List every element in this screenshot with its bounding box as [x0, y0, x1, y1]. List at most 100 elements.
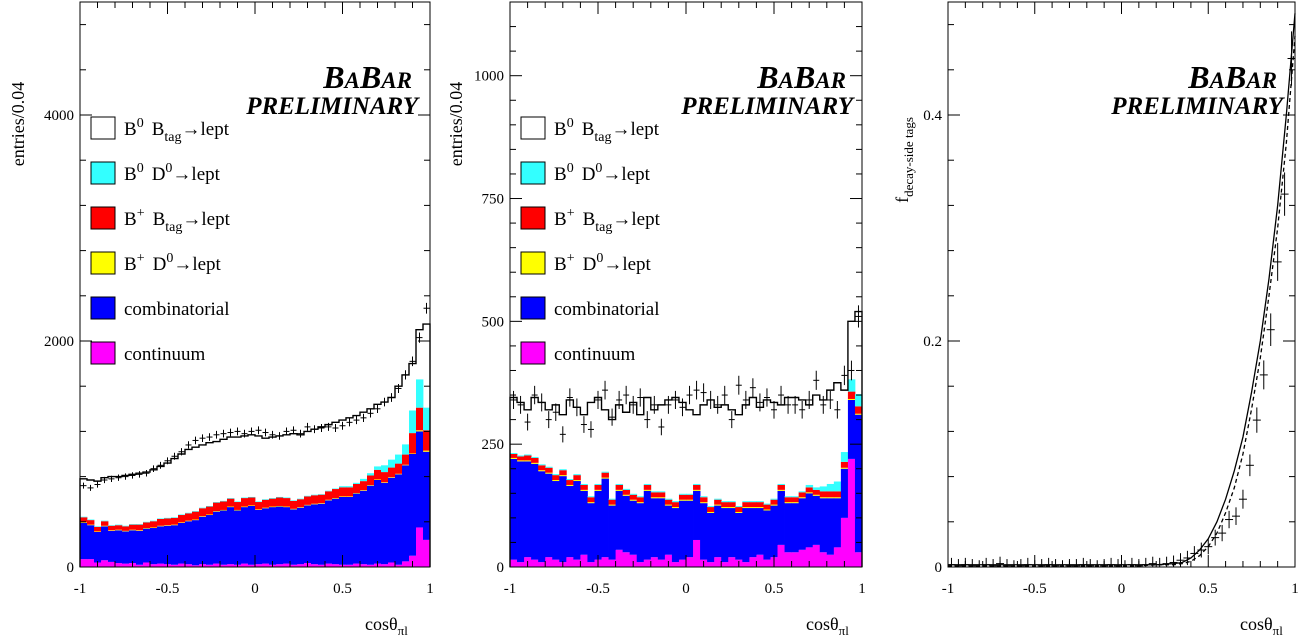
- data-point: [1093, 560, 1102, 568]
- data-point: [735, 375, 742, 395]
- bar-bp_d0: [122, 530, 130, 532]
- bar-bp_d0: [192, 519, 200, 521]
- bar-bp_btag: [374, 469, 382, 480]
- legend-entry-continuum: continuum: [520, 341, 635, 365]
- bar-combinatorial: [636, 503, 645, 563]
- ylabel: entries/0.04: [8, 82, 28, 166]
- bar-continuum: [297, 564, 305, 567]
- bar-combinatorial: [601, 478, 609, 558]
- legend-entry-bp_d0: B+ D0→lept: [90, 251, 222, 275]
- bar-continuum: [178, 563, 186, 567]
- legend-swatch: [90, 251, 116, 275]
- data-point: [1280, 172, 1289, 216]
- bar-b0_d0: [374, 466, 382, 470]
- data-point: [517, 395, 524, 414]
- bar-bp_d0: [552, 480, 560, 482]
- bar-continuum: [353, 563, 361, 567]
- bar-bp_btag: [283, 498, 291, 507]
- legend-swatch: [90, 161, 116, 185]
- bar-b0_d0: [615, 483, 624, 485]
- bar-combinatorial: [185, 521, 193, 565]
- bar-combinatorial: [833, 498, 842, 548]
- bar-combinatorial: [297, 507, 305, 565]
- bar-combinatorial: [524, 461, 532, 558]
- x-tick-label: -0.5: [156, 581, 180, 597]
- bar-bp_btag: [791, 497, 800, 503]
- panel-middle-marks: [509, 305, 863, 567]
- bar-bp_btag: [290, 500, 298, 509]
- bar-bp_btag: [164, 518, 172, 526]
- bar-bp_d0: [594, 489, 602, 491]
- data-point: [820, 395, 827, 414]
- bar-bp_btag: [87, 520, 95, 525]
- data-point: [276, 432, 283, 440]
- data-point: [989, 559, 998, 567]
- data-point: [1273, 242, 1282, 281]
- bar-combinatorial: [545, 473, 553, 558]
- bar-continuum: [346, 564, 354, 567]
- bar-bp_btag: [707, 507, 715, 512]
- bar-b0_d0: [136, 524, 144, 525]
- bar-combinatorial: [269, 507, 277, 565]
- panel-right-marks: [947, 13, 1296, 568]
- data-point: [255, 426, 262, 435]
- bar-bp_d0: [199, 516, 207, 517]
- data-point: [1148, 556, 1157, 567]
- bar-combinatorial: [360, 490, 368, 565]
- legend-entry-b0_btag: B0 Btag→lept: [520, 116, 660, 145]
- bar-bp_d0: [643, 489, 652, 491]
- data-point: [115, 474, 122, 481]
- bar-bp_d0: [777, 489, 785, 491]
- bar-b0_d0: [325, 490, 333, 492]
- bar-bp_d0: [290, 508, 298, 510]
- data-point: [848, 360, 855, 381]
- bar-combinatorial: [178, 522, 186, 564]
- bar-bp_btag: [220, 501, 228, 510]
- data-point: [241, 429, 248, 438]
- data-point: [531, 385, 538, 405]
- bar-continuum: [171, 564, 179, 567]
- data-point: [552, 403, 559, 421]
- bar-bp_d0: [545, 472, 553, 474]
- bar-combinatorial: [339, 496, 347, 565]
- bar-bp_d0: [283, 506, 291, 508]
- bar-b0_d0: [283, 497, 291, 499]
- bar-bp_btag: [517, 456, 525, 461]
- bar-b0_d0: [143, 521, 151, 523]
- bar-b0_d0: [318, 494, 326, 495]
- bar-bp_d0: [664, 504, 673, 506]
- data-point: [827, 390, 834, 410]
- bar-bp_d0: [714, 504, 722, 506]
- bar-continuum: [742, 562, 750, 567]
- panel-right-ticks: -1 -0.5 0 0.5 1 0 0.2 0.4: [923, 2, 1299, 597]
- bar-b0_d0: [248, 496, 256, 498]
- bar-bp_d0: [101, 525, 109, 527]
- bar-bp_btag: [101, 521, 109, 526]
- data-point: [580, 416, 587, 433]
- bar-bp_btag: [409, 433, 417, 454]
- bar-b0_d0: [192, 511, 200, 512]
- bar-b0_d0: [749, 501, 757, 503]
- bar-bp_d0: [150, 527, 158, 529]
- bar-combinatorial: [423, 451, 431, 540]
- xlabel: cosθπl: [806, 614, 849, 638]
- data-point: [1107, 557, 1116, 567]
- bar-bp_btag: [416, 407, 424, 431]
- bar-bp_d0: [297, 507, 305, 508]
- data-point: [693, 380, 700, 400]
- bar-continuum: [671, 562, 680, 567]
- bar-bp_btag: [678, 494, 687, 500]
- data-point: [756, 393, 763, 412]
- data-point: [623, 385, 630, 405]
- data-point: [423, 302, 430, 314]
- panel-middle: -1 -0.5 0 0.5 1 0 250 500 750 1000 entries/0.04 c…: [446, 1, 866, 638]
- bar-bp_btag: [213, 502, 221, 512]
- bar-continuum: [255, 564, 263, 567]
- bar-b0_d0: [388, 459, 396, 468]
- bar-combinatorial: [721, 508, 729, 563]
- bar-bp_d0: [136, 530, 144, 531]
- data-point: [1044, 557, 1053, 567]
- bar-b0_d0: [122, 525, 130, 527]
- data-point: [1183, 550, 1192, 566]
- data-point: [510, 390, 517, 410]
